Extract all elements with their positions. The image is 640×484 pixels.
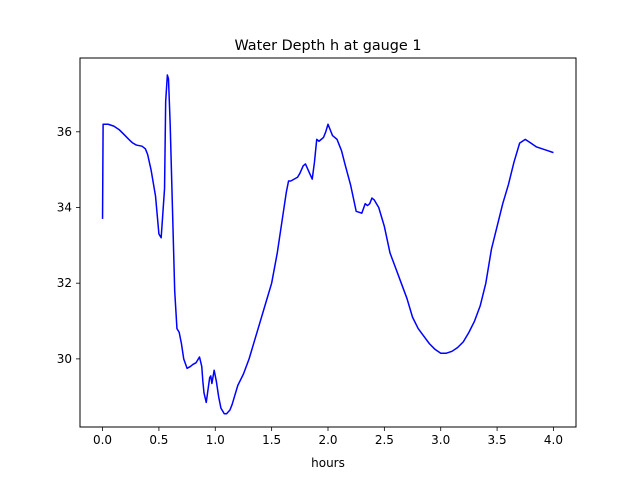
x-axis-label: hours — [311, 456, 345, 470]
y-tick-label: 30 — [57, 352, 72, 366]
series-line-0 — [101, 74, 554, 415]
x-tick-label: 2.5 — [375, 433, 394, 447]
x-tick-label: 0.5 — [149, 433, 168, 447]
plot-area — [79, 57, 577, 428]
axes-frame — [79, 57, 577, 428]
x-axis-ticks: 0.0 0.5 1.0 1.5 2.0 2.5 3.0 3.5 4.0 — [93, 427, 563, 447]
x-tick-label: 1.0 — [206, 433, 225, 447]
x-tick-label: 3.5 — [488, 433, 507, 447]
chart-title: Water Depth h at gauge 1 — [234, 38, 421, 54]
x-tick-label: 4.0 — [544, 433, 563, 447]
y-tick-label: 34 — [57, 200, 72, 214]
y-tick-label: 36 — [57, 125, 72, 139]
x-tick-label: 0.0 — [93, 433, 112, 447]
y-axis-ticks: 30 32 34 36 — [57, 125, 80, 366]
x-tick-label: 3.0 — [431, 433, 450, 447]
x-tick-label: 2.0 — [318, 433, 337, 447]
x-tick-label: 1.5 — [262, 433, 281, 447]
y-tick-label: 32 — [57, 276, 72, 290]
